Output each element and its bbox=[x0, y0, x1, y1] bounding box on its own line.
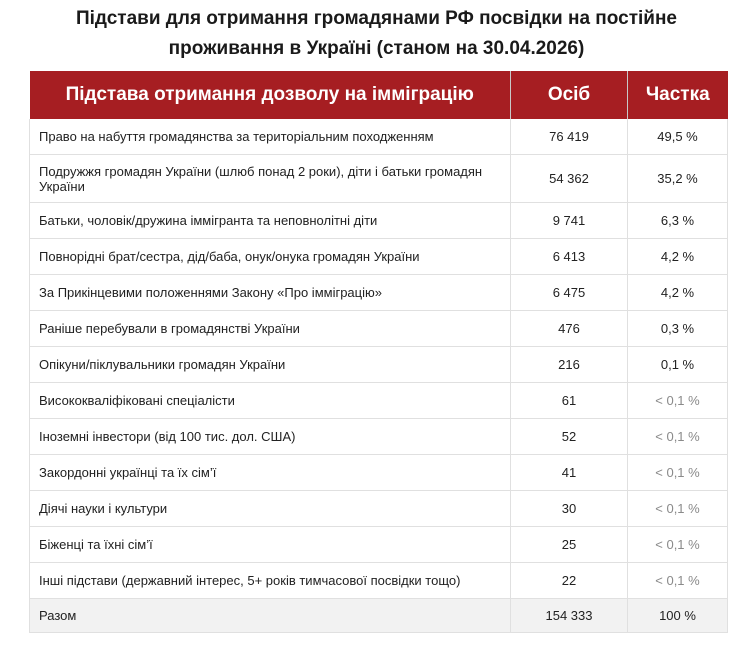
table-header-row: Підстава отримання дозволу на імміграцію… bbox=[29, 71, 728, 119]
cell-basis: Висококваліфіковані спеціалісти bbox=[29, 382, 511, 419]
cell-share: < 0,1 % bbox=[627, 526, 728, 563]
table-row: Опікуни/піклувальники громадян України 2… bbox=[29, 346, 728, 383]
cell-share: 4,2 % bbox=[627, 238, 728, 275]
cell-persons: 52 bbox=[510, 418, 628, 455]
cell-share: 4,2 % bbox=[627, 274, 728, 311]
cell-persons: 22 bbox=[510, 562, 628, 599]
total-persons: 154 333 bbox=[510, 598, 628, 633]
table-row: Діячі науки і культури 30 < 0,1 % bbox=[29, 490, 728, 527]
cell-share: < 0,1 % bbox=[627, 418, 728, 455]
page-title-line-1: Підстави для отримання громадянами РФ по… bbox=[75, 8, 677, 29]
cell-basis: Закордонні українці та їх сім’ї bbox=[29, 454, 511, 491]
cell-share: < 0,1 % bbox=[627, 454, 728, 491]
cell-share: 49,5 % bbox=[627, 119, 728, 155]
cell-share: < 0,1 % bbox=[627, 490, 728, 527]
cell-basis: Раніше перебували в громадянстві України bbox=[29, 310, 511, 347]
header-basis: Підстава отримання дозволу на імміграцію bbox=[29, 71, 511, 119]
cell-basis: За Прикінцевими положеннями Закону «Про … bbox=[29, 274, 511, 311]
immigration-basis-table: Підстава отримання дозволу на імміграцію… bbox=[29, 71, 728, 633]
page-title-line-2: проживання в Україні (станом на 30.04.20… bbox=[168, 38, 585, 59]
table-row: Повнорідні брат/сестра, дід/баба, онук/о… bbox=[29, 238, 728, 275]
cell-persons: 41 bbox=[510, 454, 628, 491]
header-persons: Осіб bbox=[510, 71, 628, 119]
total-share: 100 % bbox=[627, 598, 728, 633]
cell-persons: 6 475 bbox=[510, 274, 628, 311]
cell-persons: 216 bbox=[510, 346, 628, 383]
cell-share: < 0,1 % bbox=[627, 382, 728, 419]
cell-persons: 76 419 bbox=[510, 119, 628, 155]
cell-basis: Біженці та їхні сім’ї bbox=[29, 526, 511, 563]
table-row: Батьки, чоловік/дружина іммігранта та не… bbox=[29, 202, 728, 239]
cell-share: 6,3 % bbox=[627, 202, 728, 239]
cell-basis: Опікуни/піклувальники громадян України bbox=[29, 346, 511, 383]
table-row: Інші підстави (державний інтерес, 5+ рок… bbox=[29, 562, 728, 599]
cell-basis: Батьки, чоловік/дружина іммігранта та не… bbox=[29, 202, 511, 239]
cell-share: < 0,1 % bbox=[627, 562, 728, 599]
cell-basis: Повнорідні брат/сестра, дід/баба, онук/о… bbox=[29, 238, 511, 275]
table-row: Висококваліфіковані спеціалісти 61 < 0,1… bbox=[29, 382, 728, 419]
cell-persons: 25 bbox=[510, 526, 628, 563]
cell-share: 35,2 % bbox=[627, 154, 728, 203]
table-row: Подружжя громадян України (шлюб понад 2 … bbox=[29, 154, 728, 203]
cell-share: 0,1 % bbox=[627, 346, 728, 383]
cell-basis: Діячі науки і культури bbox=[29, 490, 511, 527]
table-row: Раніше перебували в громадянстві України… bbox=[29, 310, 728, 347]
cell-basis: Подружжя громадян України (шлюб понад 2 … bbox=[29, 154, 511, 203]
table-row: Іноземні інвестори (від 100 тис. дол. СШ… bbox=[29, 418, 728, 455]
header-share: Частка bbox=[627, 71, 728, 119]
table-row: За Прикінцевими положеннями Закону «Про … bbox=[29, 274, 728, 311]
cell-persons: 61 bbox=[510, 382, 628, 419]
cell-basis: Право на набуття громадянства за територ… bbox=[29, 119, 511, 155]
table-row: Біженці та їхні сім’ї 25 < 0,1 % bbox=[29, 526, 728, 563]
cell-persons: 6 413 bbox=[510, 238, 628, 275]
table-row: Закордонні українці та їх сім’ї 41 < 0,1… bbox=[29, 454, 728, 491]
cell-persons: 476 bbox=[510, 310, 628, 347]
total-label: Разом bbox=[29, 598, 511, 633]
cell-share: 0,3 % bbox=[627, 310, 728, 347]
table-total-row: Разом 154 333 100 % bbox=[29, 598, 728, 633]
cell-persons: 54 362 bbox=[510, 154, 628, 203]
cell-persons: 30 bbox=[510, 490, 628, 527]
cell-persons: 9 741 bbox=[510, 202, 628, 239]
table-row: Право на набуття громадянства за територ… bbox=[29, 119, 728, 155]
cell-basis: Інші підстави (державний інтерес, 5+ рок… bbox=[29, 562, 511, 599]
cell-basis: Іноземні інвестори (від 100 тис. дол. СШ… bbox=[29, 418, 511, 455]
page-title: Підстави для отримання громадянами РФ по… bbox=[0, 4, 753, 64]
